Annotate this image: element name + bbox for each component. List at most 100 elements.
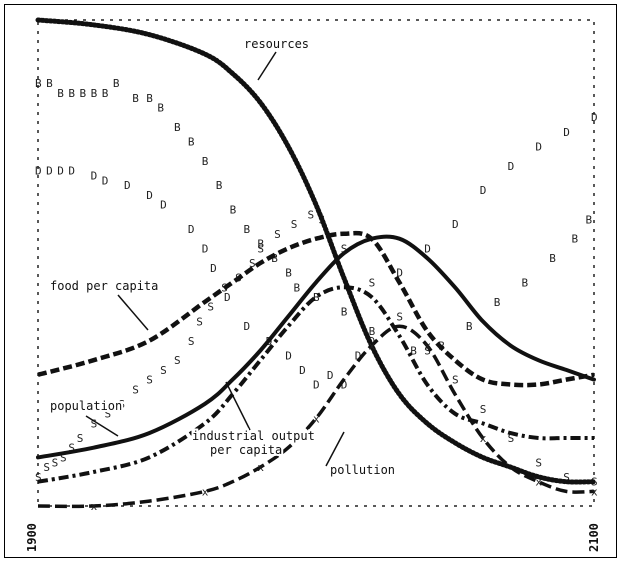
annotation-layer: resources food per capita population indust… [48,35,397,479]
data-point-s: S [146,374,153,387]
data-point-d: D [480,184,487,197]
data-point-s: S [480,403,487,416]
data-point-s: S [35,471,42,484]
series-marker: x [257,461,264,474]
data-point-s: S [77,432,84,445]
data-point-d: D [355,349,362,362]
data-point-b: B [549,252,556,265]
series-layer: x x x x x x x x x [35,17,598,513]
data-point-d: D [508,160,515,173]
data-point-s: S [369,276,376,289]
data-point-s: S [274,228,281,241]
data-point-s: S [118,398,125,411]
data-point-b: B [230,204,237,217]
data-point-b: B [313,291,320,304]
data-point-s: S [257,242,264,255]
data-point-b: B [79,87,86,100]
data-point-b: B [174,121,181,134]
annotation-leader [257,51,277,81]
data-point-b: B [91,87,98,100]
annotation-label: food per capita [50,279,158,293]
data-point-d: D [102,174,109,187]
data-point-d: D [91,170,98,183]
data-point-b: B [146,92,153,105]
data-point-d: D [57,165,64,178]
series-marker: x [369,340,376,353]
data-point-d: D [124,179,131,192]
data-point-s: S [132,383,139,396]
data-point-d: D [341,379,348,392]
data-point-d: D [244,320,251,333]
data-point-s: S [307,208,314,221]
data-point-d: D [563,126,570,139]
data-point-b: B [46,77,53,90]
series-line-food-per-capita [37,230,595,388]
data-point-s: S [196,315,203,328]
data-point-d: D [313,379,320,392]
data-point-s: S [68,442,75,455]
data-point-d: D [188,223,195,236]
data-point-s: S [188,335,195,348]
data-point-d: D [285,349,292,362]
data-point-s: S [563,471,570,484]
data-point-b: B [410,344,417,357]
data-point-b: B [522,276,529,289]
data-point-b: B [572,233,579,246]
data-point-b: B [113,77,120,90]
data-point-b: B [188,136,195,149]
annotation-label: industrial output [192,429,315,443]
data-point-d: D [452,218,459,231]
data-point-d: D [299,364,306,377]
series-marker: x [535,476,542,489]
data-point-s: S [291,218,298,231]
annotation-leader [117,294,149,331]
data-point-b: B [132,92,139,105]
data-point-s: S [105,408,112,421]
data-point-b: B [35,77,42,90]
data-point-b: B [157,101,164,114]
data-point-s: S [424,344,431,357]
data-point-d: D [224,291,231,304]
data-point-b: B [57,87,64,100]
series-marker: x [591,485,598,498]
data-point-s: S [91,417,98,430]
data-point-s: S [452,374,459,387]
data-point-s: S [396,310,403,323]
x-tick-label-start: 1900 [25,523,39,552]
data-point-s: S [160,364,167,377]
data-point-s: S [341,242,348,255]
data-point-b: B [68,87,75,100]
data-point-b: B [271,252,278,265]
annotation-leader [225,381,251,431]
data-point-d: D [424,242,431,255]
data-point-b: B [285,267,292,280]
data-point-d: D [327,369,334,382]
data-point-d: D [202,242,209,255]
series-marker: x [91,500,98,513]
series-line-population [36,234,596,460]
data-point-b: B [216,179,223,192]
data-point-s: S [174,354,181,367]
series-line-industrial-output-per-capita [37,285,594,484]
data-point-b: B [244,223,251,236]
data-point-d: D [68,165,75,178]
x-tick-label-end: 2100 [587,523,601,552]
data-point-b: B [494,296,501,309]
series-marker: x [424,340,431,353]
data-point-d: D [591,111,598,124]
data-point-b: B [294,281,301,294]
annotation-leader [325,431,345,467]
annotation-leader [85,415,119,437]
data-point-b: B [585,213,592,226]
data-point-b: B [341,306,348,319]
annotation-label: resources [244,37,309,51]
data-point-d: D [146,189,153,202]
data-point-s: S [43,461,50,474]
data-point-d: D [46,165,53,178]
data-point-s: S [60,451,67,464]
data-point-b: B [466,320,473,333]
chart-frame [4,4,617,558]
data-point-s: S [249,257,256,270]
